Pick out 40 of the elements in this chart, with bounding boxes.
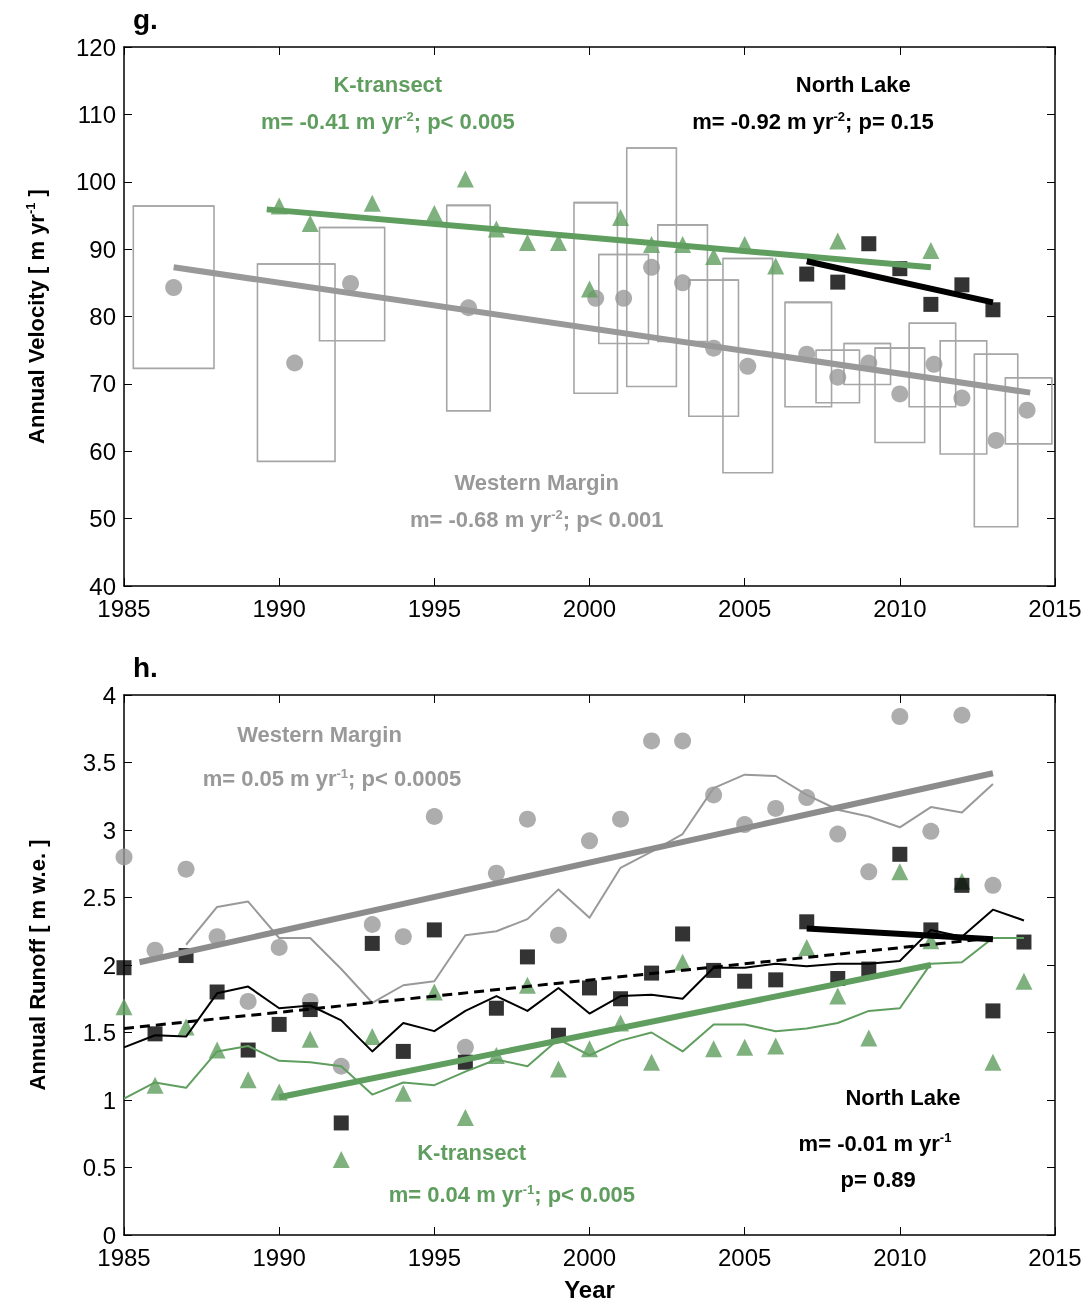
x-tick-label: 2010 <box>873 594 927 622</box>
y-tick-label: 1 <box>102 1086 116 1114</box>
y-tick-label: 50 <box>89 505 116 533</box>
x-axis-title: Year <box>564 1275 615 1303</box>
y-tick-label: 70 <box>89 370 116 398</box>
y-tick-label: 4 <box>102 681 116 709</box>
y-axis-title: Annual Velocity [ m yr-1 ] <box>23 189 49 444</box>
x-tick-label: 2005 <box>717 1243 772 1271</box>
y-tick-label: 2 <box>102 951 116 979</box>
annotation: Western Margin <box>237 721 402 747</box>
x-tick-label: 1990 <box>252 594 306 622</box>
chart-title: g. <box>133 3 158 35</box>
y-axis-title: Annual Runoff [ m w.e. ] <box>24 839 50 1091</box>
y-tick-label: 60 <box>89 437 116 465</box>
x-tick-label: 2015 <box>1028 594 1082 622</box>
y-tick-label: 80 <box>89 303 116 330</box>
chart-title: h. <box>133 651 158 683</box>
y-tick-label: 1.5 <box>82 1019 116 1046</box>
annotation: North Lake <box>845 1084 961 1110</box>
y-tick-label: 0.5 <box>82 1154 116 1181</box>
y-tick-label: 3.5 <box>82 749 116 776</box>
x-tick-label: 2000 <box>562 1243 617 1271</box>
annotation: K-transect <box>333 71 443 97</box>
y-tick-label: 120 <box>75 33 116 61</box>
x-tick-label: 1990 <box>252 1243 306 1271</box>
x-tick-label: 1995 <box>407 594 462 622</box>
x-tick-label: 2000 <box>562 594 617 622</box>
x-tick-label: 2005 <box>717 594 772 622</box>
y-tick-label: 3 <box>102 816 116 844</box>
x-tick-label: 2010 <box>873 1243 927 1271</box>
y-tick-label: 110 <box>77 100 116 128</box>
annotation: p= 0.89 <box>840 1167 916 1193</box>
annotation: K-transect <box>417 1140 527 1166</box>
annotation: Western Margin <box>454 469 620 495</box>
y-tick-label: 100 <box>75 168 116 196</box>
y-tick-label: 2.5 <box>82 884 116 911</box>
x-tick-label: 2015 <box>1028 1243 1082 1271</box>
x-tick-label: 1995 <box>407 1243 462 1271</box>
annotation: North Lake <box>795 71 911 97</box>
y-tick-label: 90 <box>89 235 116 263</box>
